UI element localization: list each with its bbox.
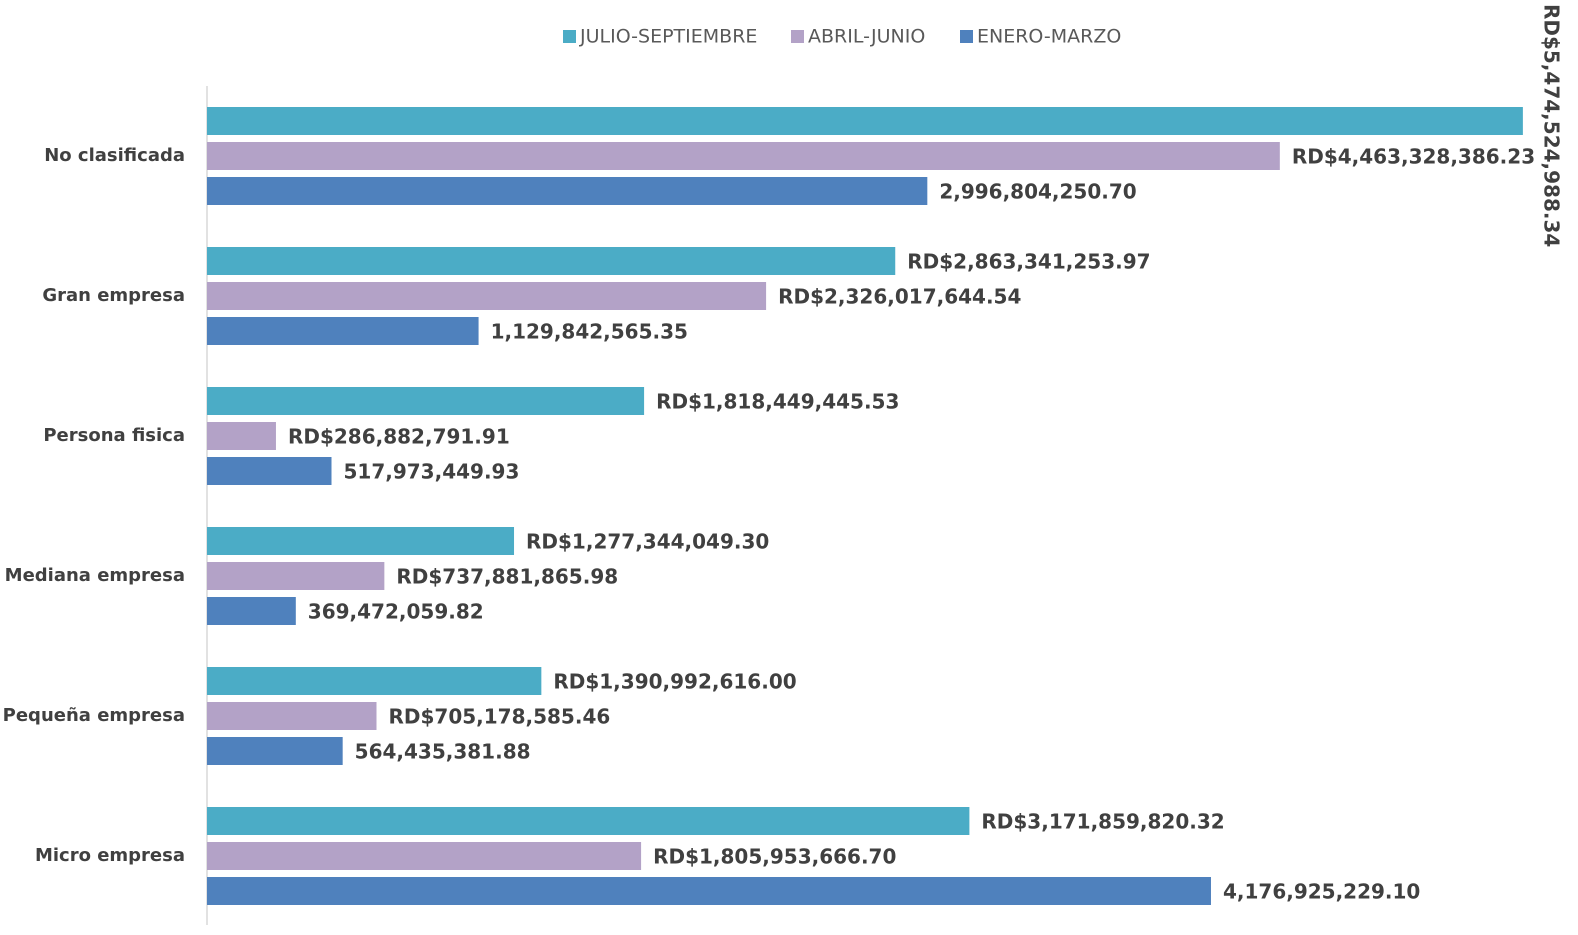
data-label: 4,176,925,229.10 — [1223, 880, 1420, 904]
data-label: RD$3,171,859,820.32 — [981, 810, 1224, 834]
category-label: Persona fisica — [43, 425, 185, 446]
data-label: RD$1,277,344,049.30 — [526, 530, 769, 554]
data-label: RD$705,178,585.46 — [388, 705, 610, 729]
data-label: RD$2,863,341,253.97 — [907, 250, 1150, 274]
data-label: 2,996,804,250.70 — [939, 180, 1136, 204]
data-label: RD$286,882,791.91 — [288, 425, 510, 449]
bar — [207, 877, 1211, 905]
data-label: RD$2,326,017,644.54 — [778, 285, 1021, 309]
bar — [207, 387, 645, 415]
data-label: RD$5,474,524,988.34 — [1540, 4, 1564, 247]
bar — [207, 142, 1280, 170]
data-label: RD$4,463,328,386.23 — [1292, 145, 1535, 169]
bar — [207, 107, 1523, 135]
data-label: 1,129,842,565.35 — [491, 320, 688, 344]
bar — [207, 737, 343, 765]
legend-label: ENERO-MARZO — [977, 26, 1121, 48]
category-label: Mediana empresa — [5, 565, 185, 586]
category-label: Pequeña empresa — [3, 705, 185, 726]
bar — [207, 562, 385, 590]
data-label: RD$737,881,865.98 — [396, 565, 618, 589]
bar — [207, 317, 479, 345]
category-label: No clasificada — [44, 145, 185, 166]
bar — [207, 807, 970, 835]
data-label: RD$1,390,992,616.00 — [553, 670, 796, 694]
data-label: RD$1,818,449,445.53 — [656, 390, 899, 414]
bar — [207, 527, 515, 555]
bar — [207, 422, 276, 450]
bar — [207, 667, 542, 695]
legend-swatch — [960, 30, 973, 43]
legend-swatch — [563, 30, 576, 43]
data-label: RD$1,805,953,666.70 — [653, 845, 896, 869]
bar — [207, 247, 896, 275]
category-label: Gran empresa — [42, 285, 185, 306]
legend-swatch — [791, 30, 804, 43]
bar — [207, 177, 928, 205]
bar — [207, 702, 377, 730]
data-label: 369,472,059.82 — [308, 600, 484, 624]
bar — [207, 457, 332, 485]
bar — [207, 842, 642, 870]
category-label: Micro empresa — [35, 845, 185, 866]
bar — [207, 597, 296, 625]
data-label: 564,435,381.88 — [355, 740, 531, 764]
data-label: 517,973,449.93 — [344, 460, 520, 484]
bar — [207, 282, 767, 310]
legend-label: ABRIL-JUNIO — [808, 26, 925, 48]
legend-label: JULIO-SEPTIEMBRE — [579, 26, 757, 48]
